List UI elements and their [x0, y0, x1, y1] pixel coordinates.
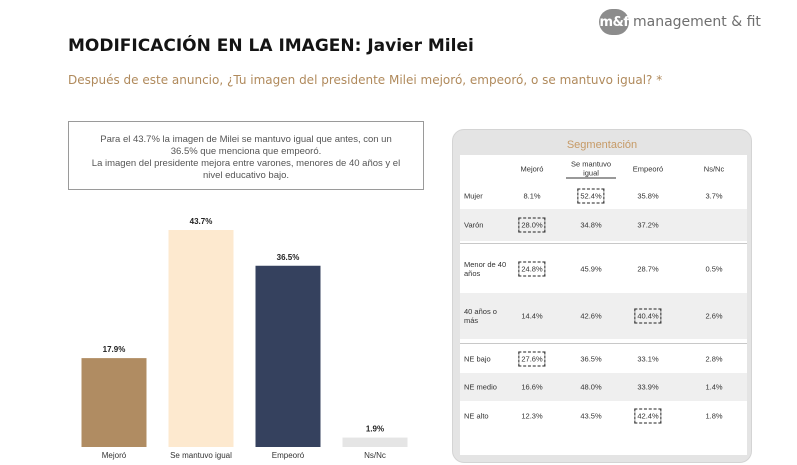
highlighted-cell-value: 52.4%	[577, 188, 605, 204]
table-cell: 45.9%	[580, 264, 601, 273]
table-cell: 12.3%	[521, 412, 542, 421]
table-cell: 33.1%	[637, 354, 658, 363]
table-cell-value: 2.8%	[705, 354, 723, 363]
table-cell-value: 36.5%	[580, 354, 602, 363]
bar-se-mantuvo-igual	[168, 230, 234, 447]
table-cell-value: 35.8%	[637, 191, 659, 201]
table-cell: 43.5%	[580, 412, 601, 421]
table-cell: 2.6%	[705, 312, 722, 321]
summary-note: Para el 43.7% la imagen de Milei se mant…	[68, 121, 424, 190]
table-cell-value: 8.1%	[523, 191, 541, 201]
table-cell: 37.2%	[637, 221, 658, 230]
table-cell-value: 42.6%	[580, 311, 602, 321]
table-cell-value: 33.9%	[637, 382, 659, 392]
table-cell-value: 2.6%	[705, 311, 723, 321]
segmentation-table: Mejoró Se mantuvo igual Empeoró Ns/Nc Mujer 8…	[460, 155, 747, 455]
table-cell: 35.8%	[637, 192, 658, 201]
summary-note-line: La imagen del presidente mejora entre va…	[91, 158, 401, 169]
table-cell: 52.4%	[577, 188, 605, 204]
table-header-row: Mejoró Se mantuvo igual Empeoró Ns/Nc	[460, 155, 747, 183]
table-cell: 34.8%	[580, 221, 601, 230]
table-cell-value: 0.5%	[705, 264, 723, 273]
bar-ns-nc	[342, 437, 408, 447]
table-cell: 1.4%	[705, 383, 722, 392]
table-row-label: NE medio	[464, 382, 497, 392]
table-cell: 42.6%	[580, 312, 601, 321]
table-row: 40 años o más 14.4% 42.6% 40.4% 2.6%	[460, 293, 747, 339]
table-row-label: 40 años o más	[464, 307, 497, 325]
table-cell: 14.4%	[521, 312, 542, 321]
segmentation-panel: Segmentación Mejoró Se mantuvo igual Empeo…	[452, 129, 752, 463]
brand-name: management & fit	[633, 14, 761, 30]
brand-logo: m&f management & fit	[599, 9, 761, 35]
table-cell-value: 14.4%	[521, 311, 543, 321]
table-row-label: NE alto	[464, 411, 489, 421]
highlighted-cell-value: 40.4%	[634, 308, 662, 324]
bar-value-label: 1.9%	[366, 425, 384, 434]
table-cell: 27.6%	[518, 351, 546, 366]
table-row-label: Mujer	[464, 191, 483, 201]
table-cell: 0.5%	[705, 264, 722, 273]
highlighted-cell-value: 24.8%	[518, 261, 546, 276]
table-row-label: Menor de 40 años	[464, 259, 507, 278]
table-cell-value: 45.9%	[580, 264, 602, 273]
table-column-header: Se mantuvo igual	[566, 160, 616, 179]
table-cell: 28.7%	[637, 264, 658, 273]
table-cell: 36.5%	[580, 354, 601, 363]
page-title: MODIFICACIÓN EN LA IMAGEN: Javier Milei	[68, 36, 474, 56]
table-cell: 2.8%	[705, 354, 722, 363]
category-label: Ns/Nc	[364, 451, 386, 460]
table-cell-value: 33.1%	[637, 354, 659, 363]
category-label: Empeoró	[272, 451, 305, 460]
table-row-label: NE bajo	[464, 354, 491, 363]
table-cell-value: 48.0%	[580, 382, 602, 392]
survey-question: Después de este anuncio, ¿Tu imagen del …	[68, 73, 663, 87]
table-cell: 8.1%	[523, 192, 540, 201]
table-cell: 3.7%	[705, 192, 722, 201]
brand-mark: m&f	[599, 9, 629, 35]
category-label: Mejoró	[102, 451, 127, 460]
table-row: NE medio 16.6% 48.0% 33.9% 1.4%	[460, 373, 747, 401]
bar-value-label: 36.5%	[277, 253, 300, 262]
table-cell: 1.8%	[705, 412, 722, 421]
highlighted-cell-value: 28.0%	[518, 217, 546, 233]
table-row-label: Varón	[464, 220, 484, 230]
table-cell-value: 1.4%	[705, 382, 723, 392]
table-cell: 42.4%	[634, 408, 662, 424]
table-cell: 33.9%	[637, 383, 658, 392]
summary-note-line: Para el 43.7% la imagen de Milei se mant…	[100, 134, 392, 145]
bar-value-label: 43.7%	[190, 217, 213, 226]
table-column-header: Empeoró	[632, 164, 664, 174]
segmentation-title: Segmentación	[566, 139, 638, 151]
table-row: Varón 28.0% 34.8% 37.2%	[460, 209, 747, 241]
table-cell: 16.6%	[521, 383, 542, 392]
table-cell-value: 12.3%	[521, 411, 543, 421]
table-column-header: Ns/Nc	[703, 164, 725, 174]
table-row: Menor de 40 años 24.8% 45.9% 28.7% 0.5%	[460, 243, 747, 293]
summary-note-line: 36.5% que menciona que empeoró.	[170, 146, 322, 157]
bar-mejor-	[81, 358, 147, 447]
table-row: Mujer 8.1% 52.4% 35.8% 3.7%	[460, 183, 747, 209]
table-cell: 40.4%	[634, 308, 662, 324]
bar-empeor-	[255, 265, 321, 447]
table-cell-value: 43.5%	[580, 411, 602, 421]
bar-value-label: 17.9%	[103, 345, 126, 354]
table-cell-value: 34.8%	[580, 220, 602, 230]
highlighted-cell-value: 27.6%	[518, 351, 546, 366]
summary-note-line: nivel educativo bajo.	[202, 170, 290, 181]
table-row: NE alto 12.3% 43.5% 42.4% 1.8%	[460, 401, 747, 431]
table-cell: 28.0%	[518, 217, 546, 233]
category-label: Se mantuvo igual	[170, 451, 232, 460]
table-cell-value: 3.7%	[705, 191, 723, 201]
table-cell-value: 37.2%	[637, 220, 659, 230]
table-cell: 24.8%	[518, 261, 546, 276]
table-cell-value: 1.8%	[705, 411, 723, 421]
table-column-header: Mejoró	[520, 164, 544, 174]
table-cell: 48.0%	[580, 383, 601, 392]
table-cell-value: 16.6%	[521, 382, 543, 392]
table-row: NE bajo 27.6% 36.5% 33.1% 2.8%	[460, 343, 747, 373]
highlighted-cell-value: 42.4%	[634, 408, 662, 424]
table-cell-value: 28.7%	[637, 264, 659, 273]
